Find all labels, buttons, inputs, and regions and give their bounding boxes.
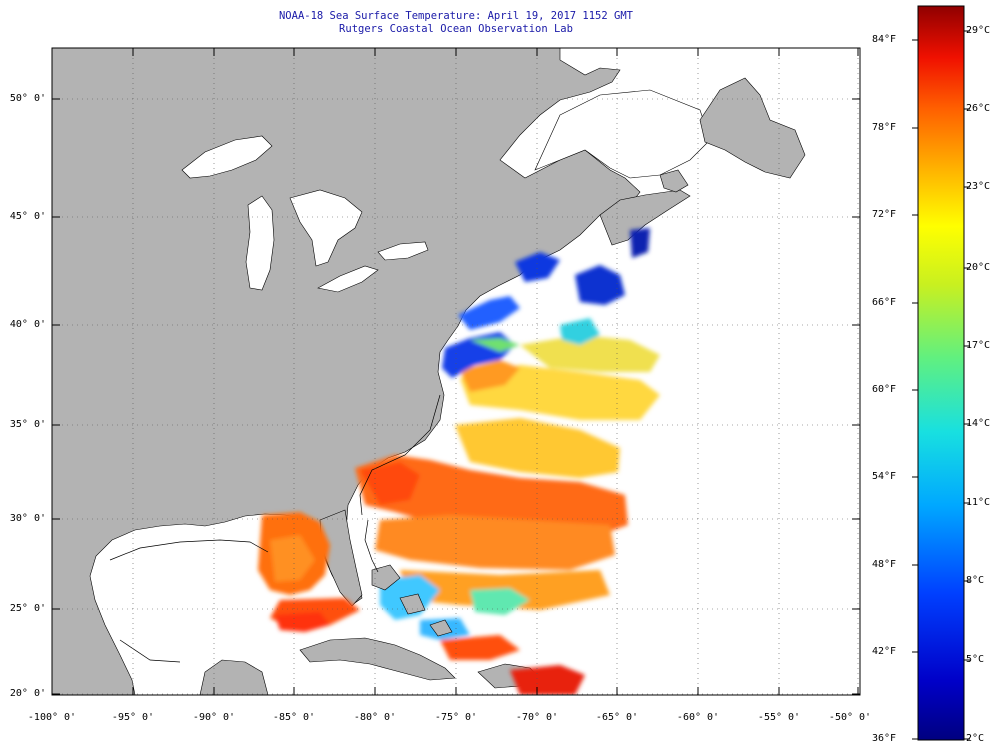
land-nova-scotia <box>599 189 691 246</box>
lake-erie <box>317 265 379 293</box>
lake-huron <box>289 189 363 267</box>
lat-label-40: 40° 0' <box>9 319 46 330</box>
gulf-contour <box>109 539 269 663</box>
lake-michigan <box>245 195 275 291</box>
lon-label-60: -60° 0' <box>676 712 720 723</box>
lon-label-100: -100° 0' <box>27 712 77 723</box>
lat-label-20: 20° 0' <box>9 688 46 699</box>
colorbar-c-17: 17°C <box>966 340 991 351</box>
sst-data-layer <box>258 228 660 695</box>
colorbar-c-8: 8°C <box>966 575 985 586</box>
shelf-contour <box>359 394 441 573</box>
lon-label-70: -70° 0' <box>515 712 559 723</box>
colorbar-c-20: 20°C <box>966 262 991 273</box>
colorbar-c-2: 2°C <box>966 733 985 744</box>
lon-label-90: -90° 0' <box>192 712 236 723</box>
colorbar-f-54: 54°F <box>871 471 897 482</box>
colorbar-c-26: 26°C <box>966 103 991 114</box>
lat-label-45: 45° 0' <box>9 211 46 222</box>
colorbar-c-23: 23°C <box>966 181 991 192</box>
land-cape-breton <box>659 169 689 193</box>
colorbar-c-5: 5°C <box>966 654 985 665</box>
lon-label-95: -95° 0' <box>111 712 155 723</box>
colorbar <box>917 5 965 741</box>
colorbar-c-29: 29°C <box>966 25 991 36</box>
land-yucatan <box>199 659 269 695</box>
lon-label-50: -50° 0' <box>828 712 872 723</box>
lon-label-65: -65° 0' <box>595 712 639 723</box>
colorbar-f-36: 36°F <box>871 733 897 744</box>
colorbar-f-78: 78°F <box>871 122 897 133</box>
colorbar-f-60: 60°F <box>871 384 897 395</box>
lon-label-75: -75° 0' <box>434 712 478 723</box>
colorbar-f-72: 72°F <box>871 209 897 220</box>
land-cuba <box>299 637 456 681</box>
map-title: NOAA-18 Sea Surface Temperature: April 1… <box>278 10 633 22</box>
lake-ontario <box>377 241 429 261</box>
lon-label-55: -55° 0' <box>757 712 801 723</box>
land-north-america <box>52 48 641 695</box>
colorbar-f-84: 84°F <box>871 34 897 45</box>
lake-superior <box>181 135 273 179</box>
colorbar-c-14: 14°C <box>966 418 991 429</box>
lat-label-25: 25° 0' <box>9 603 46 614</box>
lon-label-80: -80° 0' <box>353 712 397 723</box>
colorbar-f-66: 66°F <box>871 297 897 308</box>
colorbar-c-11: 11°C <box>966 497 991 508</box>
colorbar-ticks <box>912 30 970 740</box>
map-subtitle: Rutgers Coastal Ocean Observation Lab <box>339 23 573 35</box>
colorbar-f-42: 42°F <box>871 646 897 657</box>
lat-label-30: 30° 0' <box>9 513 46 524</box>
lon-label-85: -85° 0' <box>272 712 316 723</box>
colorbar-f-48: 48°F <box>871 559 897 570</box>
axis-ticks <box>51 48 860 695</box>
lat-label-35: 35° 0' <box>9 419 46 430</box>
land-bahamas <box>371 564 453 637</box>
lat-label-50: 50° 0' <box>9 93 46 104</box>
